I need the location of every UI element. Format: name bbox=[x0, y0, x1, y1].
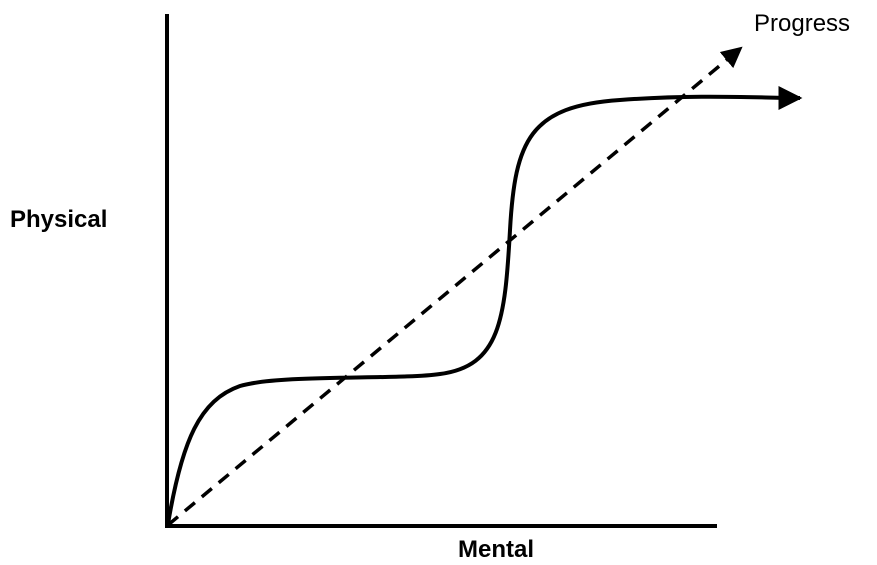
progress-dashed-line bbox=[166, 46, 743, 527]
s-curve bbox=[166, 85, 803, 525]
y-axis-label: Physical bbox=[10, 206, 108, 233]
progress-label: Progress bbox=[754, 10, 851, 37]
x-axis-label: Mental bbox=[458, 536, 535, 563]
